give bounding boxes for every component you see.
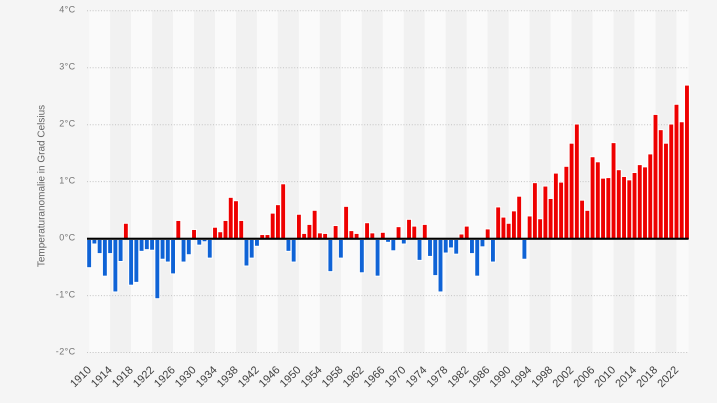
svg-text:Temperaturanomalie in Grad Cel: Temperaturanomalie in Grad Celsius <box>37 105 48 267</box>
svg-text:1°C: 1°C <box>59 175 75 185</box>
svg-text:-1°C: -1°C <box>56 289 76 299</box>
svg-text:2°C: 2°C <box>59 119 75 129</box>
svg-text:0°C: 0°C <box>59 232 75 242</box>
svg-text:4°C: 4°C <box>59 5 75 15</box>
svg-text:3°C: 3°C <box>59 62 75 72</box>
svg-text:-2°C: -2°C <box>56 346 76 356</box>
